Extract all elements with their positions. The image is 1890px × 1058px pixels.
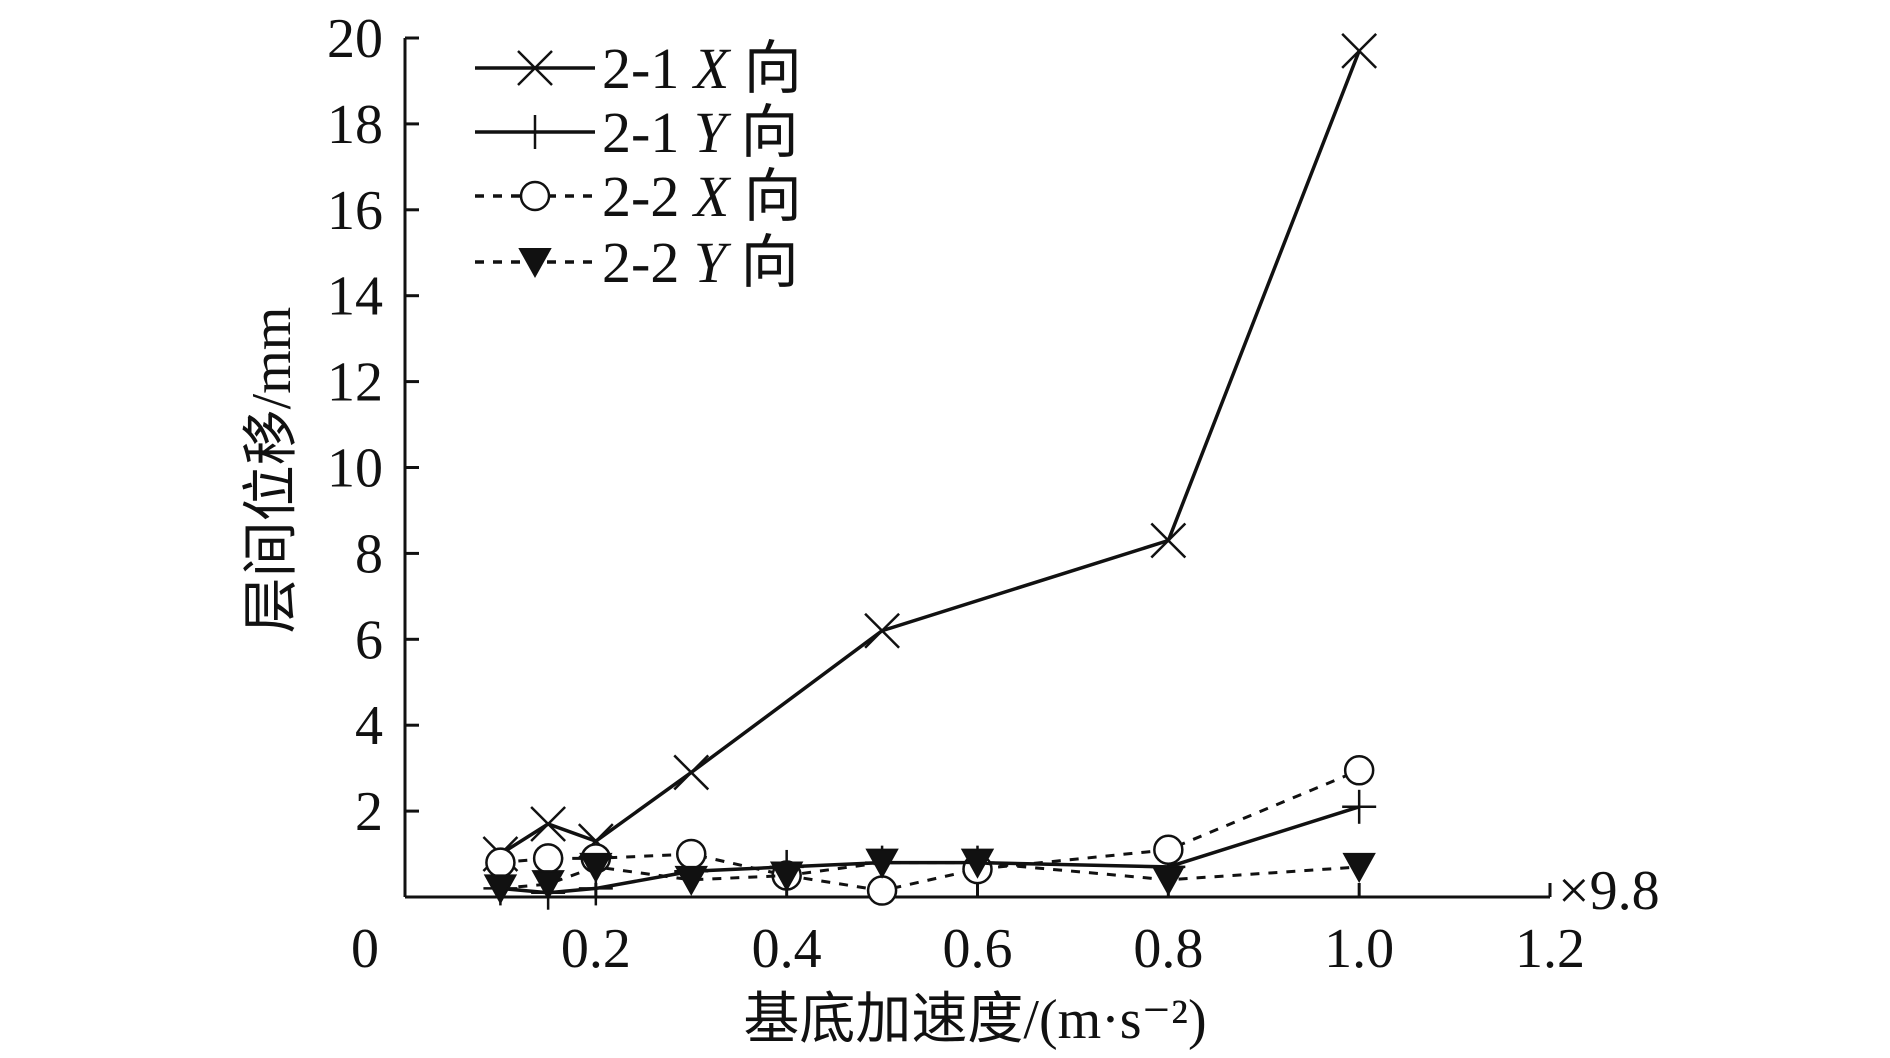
legend-label-axis: Y <box>694 230 732 295</box>
x-tick-label: 1.0 <box>1324 918 1394 980</box>
series-2-2-x-point <box>485 847 516 878</box>
legend-label: 2-2 Y 向 <box>602 230 799 295</box>
series-2-2-x <box>485 755 1375 906</box>
x-tick-label: 1.2 <box>1515 918 1585 980</box>
y-tick-label: 6 <box>355 609 383 671</box>
legend-label-suffix: 向 <box>729 164 802 229</box>
x-tick-label: 0.6 <box>943 918 1013 980</box>
y-tick-label: 18 <box>327 94 383 156</box>
series-2-2-x-point <box>866 875 898 906</box>
series-2-1-x-point <box>1341 33 1378 69</box>
legend-label-prefix: 2-1 <box>602 100 694 165</box>
y-tick-label: 20 <box>327 8 383 70</box>
legend-item-2-2-x: 2-2 X 向 <box>475 164 802 229</box>
x-tick-label: 0.8 <box>1133 918 1203 980</box>
legend-label: 2-1 X 向 <box>602 36 802 101</box>
legend-label-axis: Y <box>694 100 732 165</box>
series-2-2-y-point <box>769 861 804 892</box>
legend-label: 2-1 Y 向 <box>602 100 799 165</box>
y-axis-title: 层间位移/mm <box>241 307 303 634</box>
x-tick-label: 0.2 <box>561 918 631 980</box>
legend-label-axis: X <box>692 164 732 229</box>
legend-label-suffix: 向 <box>729 36 802 101</box>
y-tick-label: 4 <box>355 695 383 757</box>
series-2-2-y-line <box>500 861 1360 890</box>
series-2-2-y-point <box>579 852 613 883</box>
series-2-1-x-point <box>530 806 567 842</box>
legend-label-suffix: 向 <box>726 230 799 295</box>
y-tick-label: 16 <box>327 180 383 242</box>
y-tick-label: 14 <box>327 266 383 328</box>
legend-label-suffix: 向 <box>726 100 799 165</box>
x-axis-title: 基底加速度/(m·s⁻²) <box>743 989 1206 1051</box>
series-2-1-y <box>483 789 1377 910</box>
x-axis-multiplier-label: ×9.8 <box>1558 860 1660 922</box>
legend-label-prefix: 2-1 <box>602 36 694 101</box>
series-2-2-y-point <box>674 865 708 896</box>
legend-item-2-2-y: 2-2 Y 向 <box>475 230 799 295</box>
series-2-1-x-point <box>864 612 900 649</box>
y-tick-label: 10 <box>327 438 383 500</box>
legend-label: 2-2 X 向 <box>602 164 802 229</box>
series-2-2-x-point <box>1343 755 1375 786</box>
legend-label-axis: X <box>692 36 732 101</box>
y-axis-ticks: 2 4 6 8 10 12 14 16 18 20 <box>327 8 419 843</box>
legend-label-prefix: 2-2 <box>602 164 694 229</box>
chart-axes <box>403 38 1550 899</box>
legend-marker <box>519 180 551 212</box>
series-2-2-y-point <box>865 848 899 879</box>
series-2-2-y-point <box>1151 865 1186 896</box>
series-2-1-x-point <box>673 754 710 791</box>
chart-legend: 2-1 X 向2-1 Y 向2-2 X 向2-2 Y 向 <box>475 36 802 295</box>
x-origin-tick-label: 0 <box>351 918 379 980</box>
series-2-2-y-point <box>483 874 518 905</box>
series-2-2-y-point <box>960 848 995 879</box>
series-2-2-y <box>483 848 1376 905</box>
y-tick-label: 12 <box>327 352 383 414</box>
y-tick-label: 8 <box>355 523 383 585</box>
series-2-2-y-point <box>531 870 565 901</box>
legend-item-2-1-y: 2-1 Y 向 <box>475 100 799 165</box>
series-2-2-x-point <box>1153 834 1184 866</box>
series-2-2-x-point <box>532 843 564 874</box>
legend-label-prefix: 2-2 <box>602 230 694 295</box>
x-tick-label: 0.4 <box>752 918 822 980</box>
series-layer <box>482 33 1378 910</box>
y-tick-label: 2 <box>355 781 383 843</box>
series-2-1-x-point <box>1150 522 1187 559</box>
legend-item-2-1-x: 2-1 X 向 <box>475 36 802 101</box>
x-axis-ticks: 0.2 0.4 0.6 0.8 1.0 1.2 <box>561 883 1585 980</box>
series-2-2-y-point <box>1342 852 1376 883</box>
legend-marker <box>517 50 553 86</box>
legend-marker <box>518 248 552 279</box>
series-2-2-x-point <box>676 838 707 870</box>
